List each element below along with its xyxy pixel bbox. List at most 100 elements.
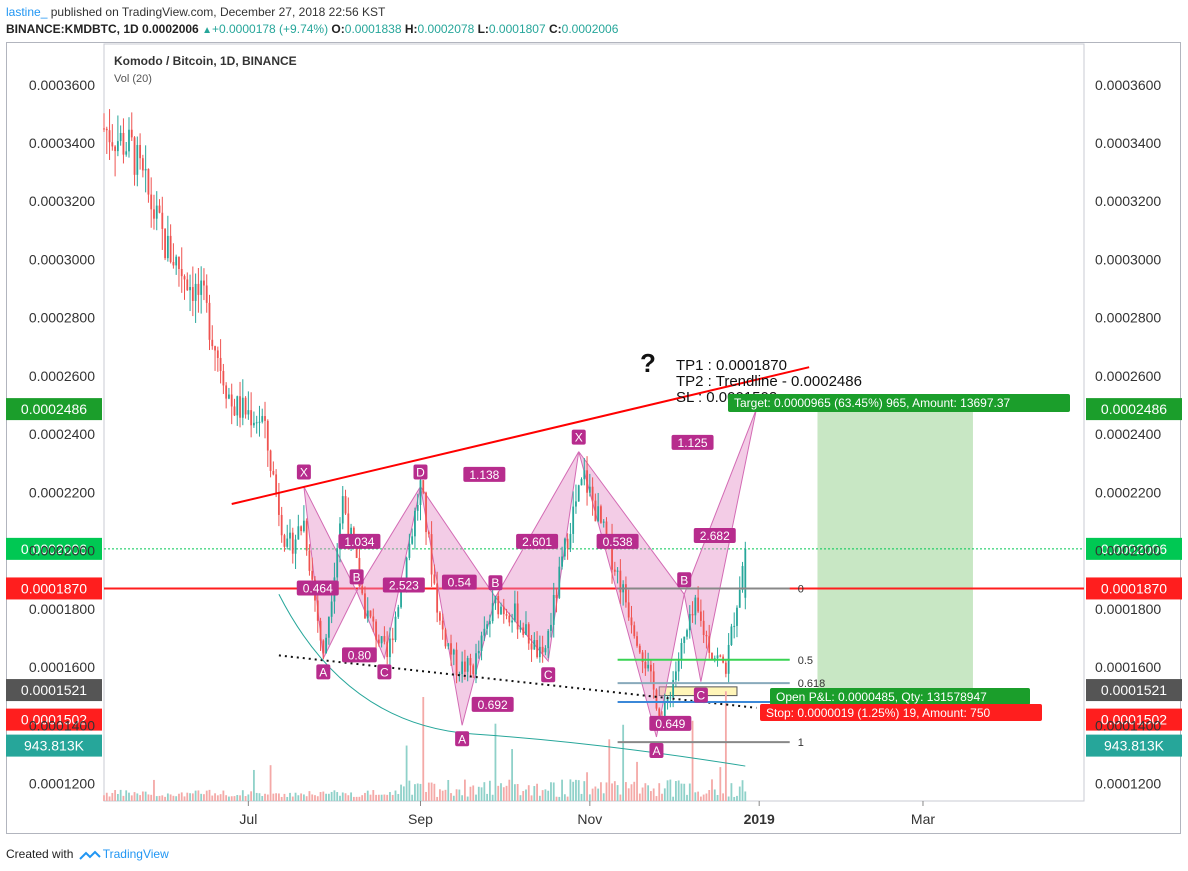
candle-body — [144, 168, 147, 171]
candle-body — [627, 602, 630, 618]
candle-body — [699, 611, 702, 621]
volume-bar — [119, 789, 122, 801]
volume-bar — [502, 787, 505, 801]
pattern-point-a: A — [319, 665, 327, 679]
volume-bar — [300, 793, 303, 801]
pattern-point-c: C — [544, 668, 553, 682]
candle-body — [253, 422, 255, 426]
volume-bar — [738, 786, 741, 801]
volume-bar — [166, 793, 169, 801]
volume-bar — [713, 789, 716, 801]
candle-body — [511, 620, 514, 623]
volume-bar — [191, 793, 194, 801]
volume-bar — [380, 794, 383, 801]
tp2-price-badge-right: 0.0002486 — [1101, 401, 1167, 417]
volume-bar — [716, 794, 719, 801]
candle-body — [544, 648, 547, 653]
symbol-info: BINANCE:KMDBTC, 1D 0.0002006 — [6, 22, 199, 36]
y-tick-right: 0.0002800 — [1095, 310, 1161, 326]
candle-body — [255, 422, 258, 424]
volume-bar — [638, 793, 641, 801]
candle-body — [197, 283, 200, 295]
candle-body — [139, 144, 141, 159]
volume-bar — [175, 796, 178, 801]
volume-bar — [178, 793, 180, 801]
candle-body — [161, 212, 164, 229]
candle-body — [116, 141, 119, 152]
footer-prefix: Created with — [6, 847, 74, 861]
pattern-point-x-bg — [296, 464, 311, 480]
volume-bar — [153, 779, 155, 801]
ratio-label-bg — [382, 577, 425, 593]
candle-body — [425, 492, 427, 533]
volume-bar — [544, 789, 547, 801]
volume-bar — [555, 796, 558, 801]
candle-body — [355, 544, 358, 558]
y-tick-right: 0.0001600 — [1095, 659, 1161, 675]
pattern-point-d-bg — [413, 464, 428, 480]
candle-body — [702, 620, 705, 635]
candle-body — [283, 535, 286, 547]
candle-body — [480, 635, 483, 651]
target-label: Target: 0.0000965 (63.45%) 965, Amount: … — [728, 394, 1070, 412]
y-tick-left: 0.0003000 — [29, 251, 95, 267]
volume-bar — [580, 793, 583, 801]
ratio-label-bg — [338, 533, 381, 549]
pattern-point-b: B — [491, 576, 499, 590]
volume-badge-right: 943.813K — [1104, 738, 1165, 754]
volume-bar — [469, 786, 472, 801]
author-link[interactable]: lastine_ — [6, 5, 48, 19]
volume-bar — [616, 785, 619, 801]
volume-bar — [239, 795, 241, 801]
volume-bar — [189, 793, 191, 801]
candle-body — [611, 537, 613, 570]
candle-body — [336, 549, 339, 578]
tp1-price-badge-right: 0.0001870 — [1101, 580, 1167, 596]
volume-bar — [497, 785, 500, 801]
candle-body — [497, 596, 500, 615]
volume-indicator-label: Vol (20) — [114, 73, 152, 85]
volume-bar — [455, 789, 458, 801]
stop-price-badge-left: 0.0001502 — [21, 712, 87, 728]
candle-body — [133, 137, 136, 175]
chart-title: Komodo / Bitcoin, 1D, BINANCE — [114, 54, 297, 68]
candle-body — [214, 346, 216, 351]
volume-bar — [261, 795, 264, 801]
volume-bar — [122, 795, 125, 801]
pattern-point-b-bg — [488, 575, 503, 591]
volume-bar — [244, 796, 247, 801]
entry-price-badge-left: 0.0001521 — [21, 682, 87, 698]
volume-bar — [139, 795, 141, 801]
volume-bar — [636, 761, 638, 801]
tradingview-link[interactable]: TradingView — [102, 847, 169, 861]
candle-body — [275, 474, 278, 493]
volume-bar — [722, 793, 724, 801]
candle-body — [522, 627, 525, 635]
ratio-label-bg — [463, 466, 506, 482]
candle-body — [563, 538, 566, 557]
volume-bar — [533, 786, 536, 801]
candle-body — [411, 536, 414, 544]
y-tick-right: 0.0003600 — [1095, 77, 1161, 93]
pattern-bcd-2 — [494, 451, 580, 663]
volume-bar — [375, 794, 377, 801]
candle-body — [741, 566, 744, 590]
volume-bar — [475, 794, 477, 801]
volume-bar — [330, 791, 333, 801]
volume-bar — [569, 779, 572, 801]
volume-bar — [677, 780, 680, 801]
candle-body — [605, 521, 608, 537]
candle-body — [208, 302, 211, 340]
pattern-point-x-bg — [571, 429, 586, 445]
volume-bar — [277, 793, 280, 801]
volume-bar — [225, 795, 228, 801]
volume-bar — [103, 795, 105, 801]
ratio-label: 0.80 — [348, 648, 372, 662]
y-tick-right: 0.0003400 — [1095, 135, 1161, 151]
pattern-point-a: A — [458, 732, 466, 746]
candle-body — [341, 496, 344, 524]
ratio-label-bg — [516, 533, 559, 549]
y-tick-right: 0.0002200 — [1095, 484, 1161, 500]
pattern-point-c-bg — [693, 687, 708, 703]
